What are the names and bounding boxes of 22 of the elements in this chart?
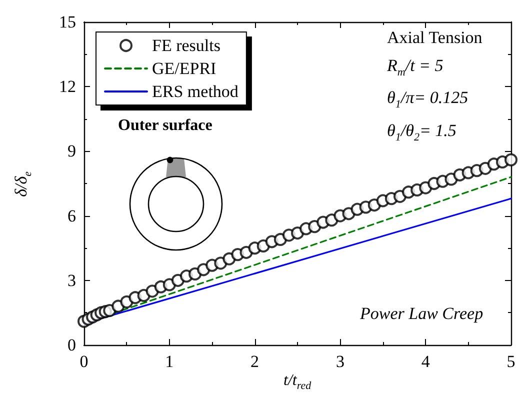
annotation: Power Law Creep — [360, 304, 484, 324]
annotation: θ$_{1}$/π= 0.125 — [387, 88, 468, 110]
y-tick-label: 9 — [68, 142, 76, 161]
y-tick-label: 0 — [68, 336, 76, 354]
x-tick-label: 2 — [250, 352, 260, 371]
legend-label: ERS method — [152, 82, 239, 101]
annotation: θ$_{1}$/θ$_{2}$= 1.5 — [387, 121, 456, 144]
x-tick-label: 5 — [506, 352, 516, 371]
legend-label: FE results — [152, 36, 220, 55]
x-axis-title: t/t$_{red}$ — [284, 372, 312, 392]
x-tick-label: 1 — [165, 352, 174, 371]
y-tick-label: 6 — [68, 206, 76, 226]
x-tick-label: 3 — [336, 352, 344, 371]
annotation: Axial Tension — [387, 28, 482, 48]
y-tick-label: 15 — [59, 12, 76, 32]
annotation: Outer surface — [118, 117, 212, 135]
annotation: R$_{m}$/t = 5 — [387, 56, 444, 78]
x-tick-label: 0 — [80, 352, 88, 371]
legend-label: GE/EPRI — [152, 59, 217, 78]
y-tick-label: 3 — [68, 270, 76, 290]
y-tick-label: 12 — [59, 77, 76, 96]
x-tick-label: 4 — [421, 352, 430, 371]
